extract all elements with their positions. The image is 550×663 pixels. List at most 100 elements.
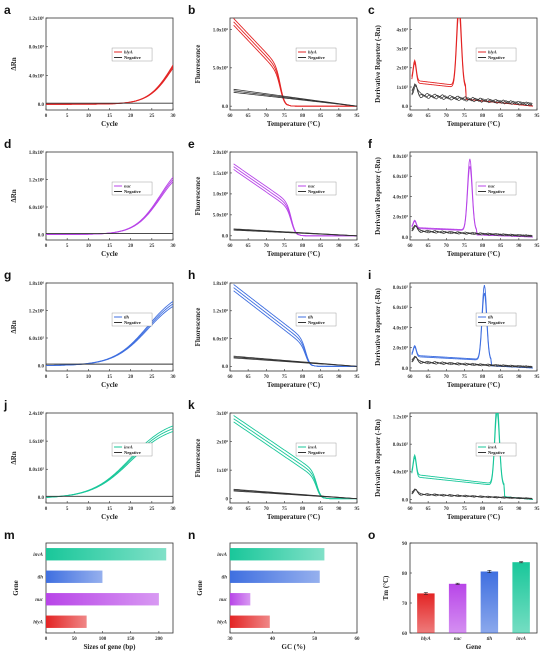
category-label: hlyA	[421, 637, 431, 642]
x-tick-label: 70	[444, 507, 450, 512]
x-axis-label: Gene	[466, 643, 482, 651]
x-tick-label: 40	[270, 637, 276, 642]
x-tick-label: 60	[228, 507, 234, 512]
y-axis-label: ΔRn	[10, 451, 18, 464]
x-tick-label: 95	[355, 375, 361, 380]
negative-curve	[233, 355, 357, 367]
y-tick-label: 1x10⁶	[217, 468, 229, 474]
x-tick-label: 70	[264, 507, 270, 512]
legend-label-negative: Negative	[488, 320, 505, 325]
negative-curve	[411, 84, 533, 106]
x-tick-label: 90	[516, 114, 522, 119]
negative-curve	[411, 356, 533, 368]
panel-i: i 60 65 70 75 80 85 90 95 0.0 2.0x10⁵ 4.0x10⁵ 6.0x10…	[368, 268, 540, 389]
x-axis-label: Temperature (°C)	[267, 250, 321, 258]
x-tick-label: 70	[444, 375, 450, 380]
target-curve	[233, 163, 357, 237]
x-tick-label: 75	[462, 507, 468, 512]
x-tick-label: 90	[336, 375, 342, 380]
bar-invA	[230, 548, 325, 561]
x-tick-label: 0	[45, 244, 48, 249]
y-tick-label: 6.0x10⁵	[29, 205, 45, 211]
x-tick-label: 75	[282, 507, 288, 512]
x-axis-label: Cycle	[101, 250, 118, 258]
curves	[46, 301, 173, 366]
y-tick-label: 0.0	[402, 236, 409, 241]
y-tick-label: 0	[226, 498, 229, 503]
panel-label: a	[4, 3, 11, 17]
x-tick-label: 60	[408, 114, 414, 119]
curves	[233, 415, 357, 500]
y-tick-label: 0.0	[402, 367, 409, 372]
x-tick-label: 80	[300, 244, 306, 249]
x-tick-label: 90	[516, 244, 522, 249]
y-tick-label: 1.2x10⁶	[29, 16, 45, 22]
y-axis-label: Derivative Reporter (-Rn)	[374, 25, 382, 103]
curves	[233, 18, 357, 107]
curves	[411, 285, 534, 369]
legend-label-negative: Negative	[308, 320, 325, 325]
target-curve	[233, 287, 357, 367]
x-tick-label: 30	[171, 375, 177, 380]
y-tick-label: 1.8x10⁶	[29, 281, 45, 287]
y-tick-label: 4x10⁵	[397, 27, 409, 33]
bar-tlh	[480, 571, 499, 633]
x-tick-label: 15	[107, 375, 113, 380]
y-axis-label: ΔRn	[10, 189, 18, 202]
x-tick-label: 10	[86, 375, 92, 380]
panel-label: k	[188, 398, 195, 412]
x-tick-label: 15	[107, 507, 113, 512]
bar-invA	[512, 562, 530, 633]
y-tick-label: 1.0x10⁶	[213, 192, 229, 198]
legend-label-negative: Negative	[124, 189, 141, 194]
panel-label: j	[3, 398, 7, 412]
plot-frame	[409, 151, 538, 241]
legend-label-target: hlyA	[308, 50, 317, 55]
x-tick-label: 95	[355, 244, 361, 249]
y-tick-label: 90	[402, 542, 408, 547]
curves	[411, 18, 534, 107]
x-tick-label: 80	[480, 375, 486, 380]
negative-curve	[411, 355, 533, 369]
x-tick-label: 70	[444, 114, 450, 119]
legend-label-negative: Negative	[488, 450, 505, 455]
target-curve	[46, 176, 173, 235]
x-tick-label: 75	[462, 244, 468, 249]
x-tick-label: 60	[408, 375, 414, 380]
x-tick-label: 90	[516, 375, 522, 380]
x-tick-label: 95	[355, 114, 361, 119]
y-tick-label: 4.0x10⁵	[393, 470, 409, 476]
legend-label-negative: Negative	[124, 55, 141, 60]
panel-label: g	[4, 268, 11, 282]
bar-invA	[46, 548, 167, 561]
x-tick-label: 65	[246, 244, 252, 249]
x-axis-label: Temperature (°C)	[447, 120, 501, 128]
x-axis-label: Temperature (°C)	[447, 513, 501, 521]
x-axis-label: Temperature (°C)	[267, 381, 321, 389]
x-tick-label: 0	[45, 507, 48, 512]
x-tick-label: 20	[128, 244, 134, 249]
x-tick-label: 60	[408, 244, 414, 249]
target-curve	[233, 284, 357, 367]
panel-a: a 0 5 10 15 20 25 30 0.0 4.0x10⁵ 8.0x10⁵ 1.2x10⁶ Cyc…	[4, 3, 176, 128]
negative-curve	[411, 225, 533, 237]
x-tick-label: 20	[128, 507, 134, 512]
legend-label-target: invA	[488, 445, 497, 450]
legend-label-target: invA	[124, 445, 133, 450]
negative-curve	[411, 224, 533, 238]
target-curve	[233, 18, 357, 107]
y-tick-label: 8.0x10⁵	[29, 45, 45, 51]
x-tick-label: 5	[66, 244, 69, 249]
x-tick-label: 0	[45, 114, 48, 119]
x-tick-label: 10	[86, 114, 92, 119]
x-tick-label: 60	[228, 375, 234, 380]
curves	[46, 176, 173, 235]
category-label: tlh	[37, 576, 43, 581]
y-tick-label: 0.0	[402, 105, 409, 110]
x-tick-label: 5	[66, 507, 69, 512]
y-tick-label: 1x10⁵	[397, 85, 409, 91]
y-tick-label: 5.0x10⁵	[213, 213, 229, 219]
y-tick-label: 0.0	[222, 365, 229, 370]
category-label: hlyA	[33, 621, 43, 626]
legend-label-target: nuc	[488, 184, 495, 189]
